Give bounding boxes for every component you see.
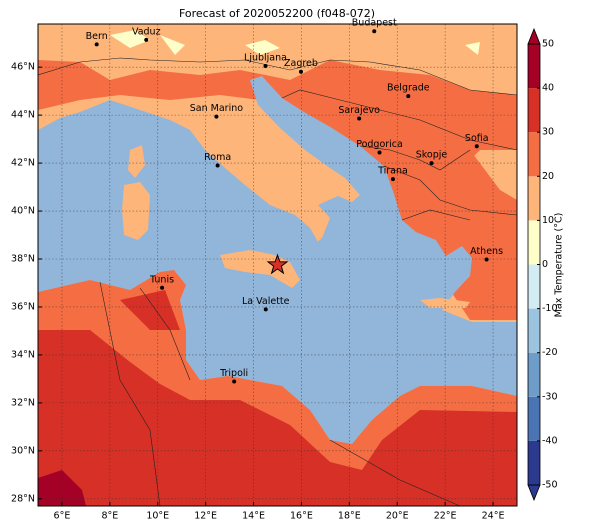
colorbar-segment — [528, 220, 540, 265]
y-tick-label: 32°N — [11, 397, 35, 408]
city-label: La Valette — [242, 296, 290, 307]
city-marker — [357, 116, 362, 121]
city-label: Sofia — [465, 133, 489, 144]
y-tick-label: 28°N — [11, 493, 35, 504]
colorbar-extend-high — [527, 27, 541, 45]
colorbar-tick-label: 20 — [542, 171, 554, 182]
colorbar-extend-low — [527, 484, 541, 502]
colorbar-tick-label: -30 — [542, 391, 558, 402]
city-marker — [406, 94, 411, 99]
x-tick-label: 20°E — [386, 511, 409, 522]
city-label: San Marino — [190, 103, 243, 114]
city-marker — [298, 69, 303, 74]
chart-title: Forecast of 2020052200 (f048-072) — [179, 7, 375, 20]
city-label: Podgorica — [356, 139, 403, 150]
colorbar-tick-label: 0 — [542, 259, 548, 270]
city-marker — [390, 177, 395, 182]
colorbar-tick-label: -40 — [542, 435, 558, 446]
x-tick-label: 22°E — [434, 511, 457, 522]
city-marker — [232, 379, 237, 384]
y-tick-label: 44°N — [11, 110, 35, 121]
colorbar-segment — [528, 396, 540, 441]
city-marker — [377, 150, 382, 155]
y-tick-label: 42°N — [11, 158, 35, 169]
y-tick-label: 34°N — [11, 349, 35, 360]
city-marker — [484, 257, 489, 262]
x-tick-label: 8°E — [101, 511, 118, 522]
y-tick-label: 36°N — [11, 301, 35, 312]
x-tick-label: 18°E — [338, 511, 361, 522]
colorbar-segment — [528, 352, 540, 397]
x-tick-label: 14°E — [242, 511, 265, 522]
forecast-point-star — [266, 253, 289, 275]
y-tick-label: 40°N — [11, 206, 35, 217]
city-marker — [263, 307, 268, 312]
city-marker — [214, 114, 219, 119]
city-label: Bern — [86, 31, 108, 42]
city-label: Tunis — [149, 274, 174, 285]
colorbar-segment — [528, 264, 540, 309]
colorbar-label: Max Temperature (°C) — [554, 213, 565, 318]
city-label: Sarajevo — [338, 105, 380, 116]
city-marker — [160, 285, 165, 290]
colorbar-tick-label: -20 — [542, 347, 558, 358]
x-tick-label: 24°E — [482, 511, 505, 522]
city-label: Budapest — [352, 18, 397, 29]
city-marker — [429, 161, 434, 166]
x-tick-label: 6°E — [54, 511, 71, 522]
city-label: Skopje — [416, 150, 448, 161]
city-label: Zagreb — [284, 58, 318, 69]
colorbar-tick-label: -10 — [542, 303, 558, 314]
x-tick-label: 16°E — [290, 511, 313, 522]
country-border — [38, 57, 517, 506]
x-tick-label: 10°E — [146, 511, 169, 522]
island — [122, 145, 470, 308]
colorbar-segment — [528, 308, 540, 353]
colorbar-segment — [528, 132, 540, 177]
colorbar-segment — [528, 440, 540, 485]
city-marker — [94, 42, 99, 47]
city-label: Ljubljana — [244, 52, 287, 63]
colorbar-segment — [528, 176, 540, 221]
city-label: Athens — [470, 246, 503, 257]
city-label: Tripoli — [219, 368, 248, 379]
city-marker — [144, 37, 149, 42]
city-marker — [474, 144, 479, 149]
city-marker — [263, 63, 268, 68]
city-marker — [215, 163, 220, 168]
colorbar-tick-label: 50 — [542, 39, 554, 50]
x-tick-label: 12°E — [194, 511, 217, 522]
colorbar-tick-label: -50 — [542, 480, 558, 491]
city-label: Belgrade — [387, 83, 430, 94]
y-tick-label: 38°N — [11, 254, 35, 265]
y-tick-label: 30°N — [11, 445, 35, 456]
city-label: Vaduz — [132, 26, 161, 37]
city-marker — [372, 29, 377, 34]
city-label: Tirana — [377, 166, 408, 177]
warm-area — [370, 140, 517, 320]
colorbar-tick-label: 10 — [542, 215, 554, 226]
map-frame — [37, 23, 518, 507]
colorbar-tick-label: 30 — [542, 127, 554, 138]
colorbar-segment — [528, 88, 540, 133]
colorbar-segment — [528, 44, 540, 89]
colorbar-tick-label: 40 — [542, 83, 554, 94]
y-tick-label: 46°N — [11, 62, 35, 73]
city-label: Roma — [204, 152, 231, 163]
hottest-area — [38, 470, 86, 506]
